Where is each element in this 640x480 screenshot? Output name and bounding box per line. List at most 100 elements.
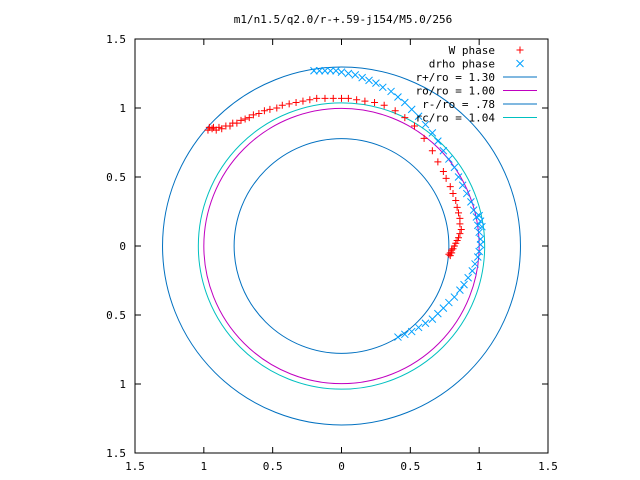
drho-phase-point (468, 266, 477, 275)
drho-phase-point (310, 66, 318, 75)
w-phase-point (456, 230, 464, 238)
w-phase-point (455, 209, 463, 217)
w-phase-point (453, 203, 461, 211)
drho-phase-point (387, 87, 395, 96)
drho-phase-point (445, 155, 453, 163)
legend-label: r-/ro = .78 (422, 98, 495, 111)
drho-phase-point (337, 68, 346, 76)
w-phase-point (249, 111, 257, 119)
drho-phase-point (358, 73, 367, 82)
w-phase-point (442, 174, 450, 182)
legend-label: rc/ro = 1.04 (416, 112, 496, 125)
y-tick-label: 0.5 (106, 309, 126, 322)
drho-phase-point (344, 69, 353, 78)
drho-phase-point (407, 105, 416, 114)
circle-r-1_3 (162, 66, 521, 426)
w-phase-point (457, 225, 465, 233)
drho-phase-point (456, 286, 464, 295)
drho-phase-point (434, 137, 442, 145)
w-phase-point (361, 97, 369, 105)
x-tick-label: 0 (338, 460, 345, 473)
w-phase-point (260, 107, 268, 115)
w-phase-point (410, 122, 418, 130)
w-phase-point (313, 94, 321, 102)
drho-phase-point (460, 280, 468, 289)
drho-phase-point (421, 319, 430, 328)
drho-phase-point (365, 76, 373, 85)
x-tick-label: 0.5 (263, 460, 283, 473)
w-phase-point (439, 167, 447, 175)
w-phase-point (255, 110, 263, 118)
y-tick-label: 1 (119, 102, 126, 115)
y-tick-label: 1.5 (106, 447, 126, 460)
x-tick-label: 1.5 (538, 460, 558, 473)
drho-phase-point (321, 66, 329, 75)
w-phase-point (353, 96, 361, 104)
drho-phase-point (478, 222, 486, 231)
w-phase-point (233, 119, 241, 127)
drho-phase-point (378, 83, 387, 92)
plot-series (162, 66, 521, 426)
drho-phase-point (467, 197, 475, 206)
w-phase-point (306, 96, 314, 104)
y-tick-label: 0 (119, 240, 126, 253)
w-phase-point (321, 94, 329, 102)
drho-phase-point (428, 128, 437, 137)
w-phase-point (456, 220, 464, 228)
drho-phase-point (473, 253, 482, 261)
y-tick-label: 1.5 (106, 33, 126, 46)
w-phase-point (329, 94, 337, 102)
drho-phase-point (351, 71, 360, 79)
drho-phase-point (394, 333, 402, 341)
chart-title: m1/n1.5/q2.0/r-+.59-j154/M5.0/256 (234, 13, 453, 26)
drho-phase-point (439, 146, 448, 155)
drho-phase-point (462, 189, 471, 198)
w-phase-point (278, 101, 286, 109)
w-phase-point (434, 158, 442, 166)
drho-phase-point (464, 273, 473, 282)
w-phase-point (428, 147, 436, 155)
drho-phase-point (332, 66, 340, 75)
w-phase-point (449, 190, 457, 198)
drho-phase-point (315, 66, 324, 75)
w-phase-point (299, 97, 307, 105)
legend-marker (516, 59, 524, 68)
legend-label: W phase (449, 44, 495, 57)
w-phase-point (237, 116, 245, 124)
w-phase-point (204, 126, 212, 134)
drho-phase-point (450, 163, 459, 172)
drho-phase-point (326, 66, 335, 75)
x-tick-label: 0.5 (400, 460, 420, 473)
w-phase-point (245, 114, 253, 122)
w-phase-point (449, 245, 457, 253)
drho-phase-point (476, 235, 485, 243)
w-phase-point (273, 104, 281, 112)
drho-phase-point (458, 181, 467, 190)
drho-phase-point (400, 330, 409, 339)
legend-marker (516, 46, 524, 54)
y-tick-label: 0.5 (106, 171, 126, 184)
drho-phase-point (394, 93, 402, 101)
drho-phase-point (414, 112, 423, 121)
w-phase-point (391, 107, 399, 115)
w-phase-point (371, 98, 379, 106)
circle-r-1 (203, 107, 480, 385)
circle-r-1_04 (197, 102, 486, 390)
w-phase-point (401, 114, 409, 122)
x-tick-label: 1.5 (125, 460, 145, 473)
w-phase-point (452, 196, 460, 204)
w-phase-point (266, 105, 274, 113)
legend-label: drho phase (429, 58, 495, 71)
drho-phase-point (475, 228, 484, 237)
w-phase-point (218, 125, 226, 133)
drho-phase-point (471, 260, 479, 268)
legend-label: r+/ro = 1.30 (416, 71, 495, 84)
w-phase-point (285, 100, 293, 108)
x-tick-label: 1 (201, 460, 208, 473)
drho-phase-point (414, 323, 423, 332)
legend-label: ro/ro = 1.00 (416, 85, 495, 98)
w-phase-point (292, 98, 300, 106)
drho-phase-point (454, 173, 463, 181)
w-phase-point (420, 134, 428, 142)
